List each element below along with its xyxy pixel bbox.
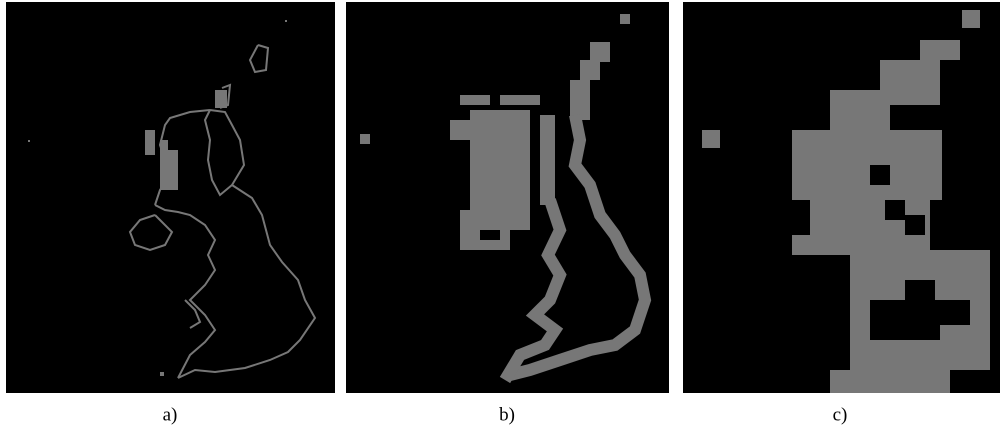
panel-c — [683, 2, 1000, 393]
panel-b — [346, 2, 669, 393]
panel-label: c) — [833, 404, 848, 425]
panel-label: a) — [163, 404, 178, 425]
page: a) b) c) (() => { const data = JSON.pars… — [0, 0, 1004, 435]
panel-background — [6, 2, 335, 393]
panel-a — [6, 2, 335, 393]
figure: a) b) c) — [0, 0, 1004, 435]
panel-label: b) — [499, 404, 515, 425]
